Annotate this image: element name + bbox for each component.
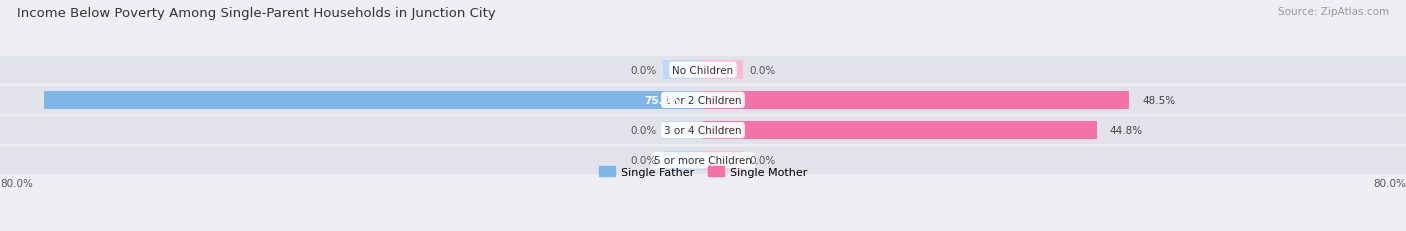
- Text: 3 or 4 Children: 3 or 4 Children: [664, 126, 742, 136]
- Legend: Single Father, Single Mother: Single Father, Single Mother: [599, 167, 807, 177]
- Text: 0.0%: 0.0%: [630, 156, 657, 166]
- Bar: [703, 121, 1097, 140]
- Bar: [703, 151, 742, 170]
- Bar: [664, 151, 703, 170]
- FancyBboxPatch shape: [0, 87, 1406, 114]
- Bar: [703, 91, 1129, 110]
- Bar: [664, 121, 703, 140]
- Text: 0.0%: 0.0%: [630, 126, 657, 136]
- Text: 80.0%: 80.0%: [0, 178, 32, 188]
- Text: 1 or 2 Children: 1 or 2 Children: [664, 95, 742, 105]
- FancyBboxPatch shape: [0, 57, 1406, 84]
- Text: 0.0%: 0.0%: [749, 156, 776, 166]
- Text: 75.0%: 75.0%: [645, 95, 681, 105]
- Bar: [664, 61, 703, 80]
- Text: 44.8%: 44.8%: [1109, 126, 1143, 136]
- Text: Source: ZipAtlas.com: Source: ZipAtlas.com: [1278, 7, 1389, 17]
- Text: 80.0%: 80.0%: [1374, 178, 1406, 188]
- Bar: [703, 61, 742, 80]
- FancyBboxPatch shape: [0, 147, 1406, 174]
- Text: 0.0%: 0.0%: [749, 65, 776, 75]
- Text: 48.5%: 48.5%: [1142, 95, 1175, 105]
- Text: 5 or more Children: 5 or more Children: [654, 156, 752, 166]
- Text: 0.0%: 0.0%: [630, 65, 657, 75]
- Text: Income Below Poverty Among Single-Parent Households in Junction City: Income Below Poverty Among Single-Parent…: [17, 7, 496, 20]
- Bar: [44, 91, 703, 110]
- Text: No Children: No Children: [672, 65, 734, 75]
- FancyBboxPatch shape: [0, 117, 1406, 144]
